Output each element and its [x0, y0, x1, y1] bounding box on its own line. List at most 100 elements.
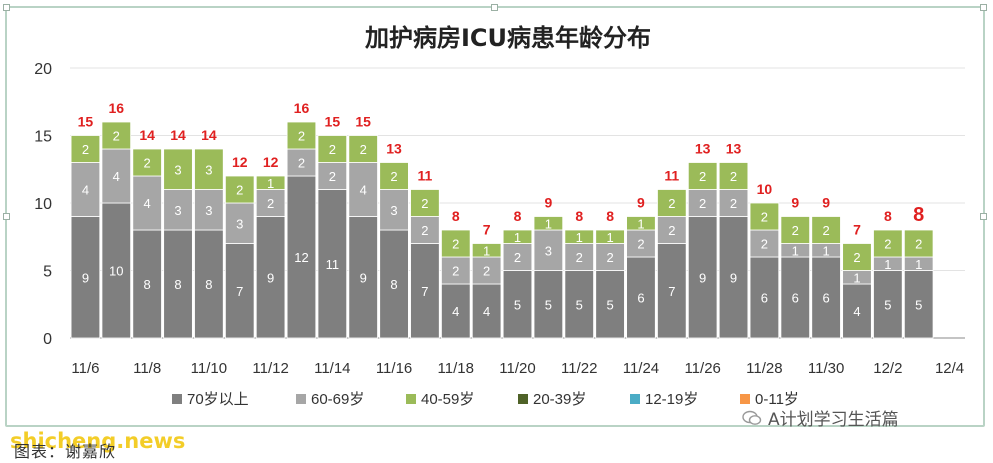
data-label: 2 — [113, 129, 120, 144]
bar-segment — [70, 135, 101, 163]
bar-segment — [317, 189, 348, 339]
data-label: 2 — [421, 196, 428, 211]
bar-segment — [533, 270, 564, 339]
data-label: 3 — [205, 162, 212, 177]
data-label: 4 — [483, 304, 490, 319]
data-label: 5 — [576, 297, 583, 312]
data-label: 1 — [483, 243, 490, 258]
y-tick-label: 15 — [34, 129, 52, 146]
data-label: 8 — [205, 277, 212, 292]
data-label: 2 — [82, 142, 89, 157]
bar-segment — [626, 229, 656, 258]
resize-handle-right[interactable] — [980, 213, 987, 220]
bar-segment — [657, 243, 687, 339]
total-label: 13 — [695, 141, 711, 157]
legend-swatch — [518, 394, 528, 404]
bar-segment — [903, 229, 934, 258]
data-label: 1 — [853, 270, 860, 285]
data-label: 2 — [452, 264, 459, 279]
data-label: 1 — [545, 216, 552, 231]
x-tick-label: 11/14 — [314, 360, 350, 377]
resize-handle-top[interactable] — [491, 4, 498, 11]
bar-segment — [348, 216, 378, 339]
bar-segment — [255, 175, 286, 190]
data-label: 5 — [545, 297, 552, 312]
total-label: 15 — [325, 114, 341, 130]
data-label: 6 — [792, 291, 799, 306]
total-label: 15 — [355, 114, 371, 130]
data-label: 2 — [792, 223, 799, 238]
bar-segment — [780, 256, 811, 339]
total-label: 16 — [109, 100, 125, 116]
data-label: 1 — [514, 230, 521, 245]
data-label: 4 — [144, 196, 151, 211]
bar-segment — [163, 229, 193, 339]
bar-segment — [348, 135, 378, 163]
data-label: 1 — [606, 230, 613, 245]
total-label: 8 — [452, 208, 460, 224]
data-label: 2 — [761, 237, 768, 252]
data-label: 4 — [360, 183, 367, 198]
data-label: 5 — [514, 297, 521, 312]
total-label: 8 — [575, 208, 583, 224]
bar-segment — [564, 270, 594, 339]
total-label: 16 — [294, 100, 310, 116]
bar-segment — [410, 216, 440, 244]
bar-segment — [471, 243, 502, 258]
resize-handle-left[interactable] — [3, 213, 10, 220]
bar-segment — [626, 256, 656, 339]
data-label: 7 — [668, 284, 675, 299]
wechat-account-name: A计划学习生活篇 — [768, 410, 899, 430]
bar-segment — [410, 189, 440, 217]
bar-segment — [379, 162, 409, 190]
x-tick-label: 11/16 — [376, 360, 412, 377]
data-label: 4 — [113, 169, 120, 184]
bar-segment — [533, 216, 564, 231]
bar-segment — [70, 162, 101, 217]
bar-segment — [471, 256, 502, 285]
data-label: 2 — [915, 237, 922, 252]
bar-segment — [194, 229, 224, 339]
x-tick-label: 11/20 — [499, 360, 535, 377]
total-label: 15 — [78, 114, 94, 130]
y-tick-label: 0 — [43, 331, 52, 348]
total-label: 7 — [483, 222, 491, 238]
data-label: 5 — [884, 297, 891, 312]
bar-segment — [255, 189, 286, 217]
data-label: 8 — [174, 277, 181, 292]
resize-handle-top-right[interactable] — [980, 4, 987, 11]
bar-segment — [471, 283, 502, 339]
resize-handle-top-left[interactable] — [3, 4, 10, 11]
bar-segment — [224, 243, 255, 339]
data-label: 1 — [823, 243, 830, 258]
data-label: 3 — [390, 203, 397, 218]
bar-segment — [502, 270, 533, 339]
data-label: 2 — [730, 196, 737, 211]
data-label: 3 — [545, 243, 552, 258]
bar-segment — [132, 175, 162, 231]
bar-segment — [255, 216, 286, 339]
total-label: 10 — [757, 181, 773, 197]
data-label: 2 — [853, 250, 860, 265]
total-label: 8 — [514, 208, 522, 224]
bar-segment — [749, 202, 780, 231]
total-label: 13 — [386, 141, 402, 157]
total-label: 11 — [664, 168, 679, 184]
data-label: 1 — [267, 176, 274, 191]
data-label: 2 — [606, 250, 613, 265]
bar-segment — [595, 270, 625, 339]
data-label: 2 — [236, 183, 243, 198]
total-label: 7 — [853, 222, 861, 238]
total-label: 8 — [884, 208, 892, 224]
total-label: 9 — [544, 195, 552, 211]
data-label: 2 — [761, 210, 768, 225]
bar-segment — [780, 216, 811, 244]
data-label: 9 — [82, 270, 89, 285]
data-label: 11 — [326, 257, 340, 272]
x-tick-label: 12/2 — [873, 360, 902, 377]
data-label: 2 — [452, 237, 459, 252]
bar-segment — [687, 162, 718, 190]
x-tick-label: 11/12 — [252, 360, 288, 377]
bar-segment — [811, 216, 841, 244]
bar-segment — [101, 202, 132, 339]
